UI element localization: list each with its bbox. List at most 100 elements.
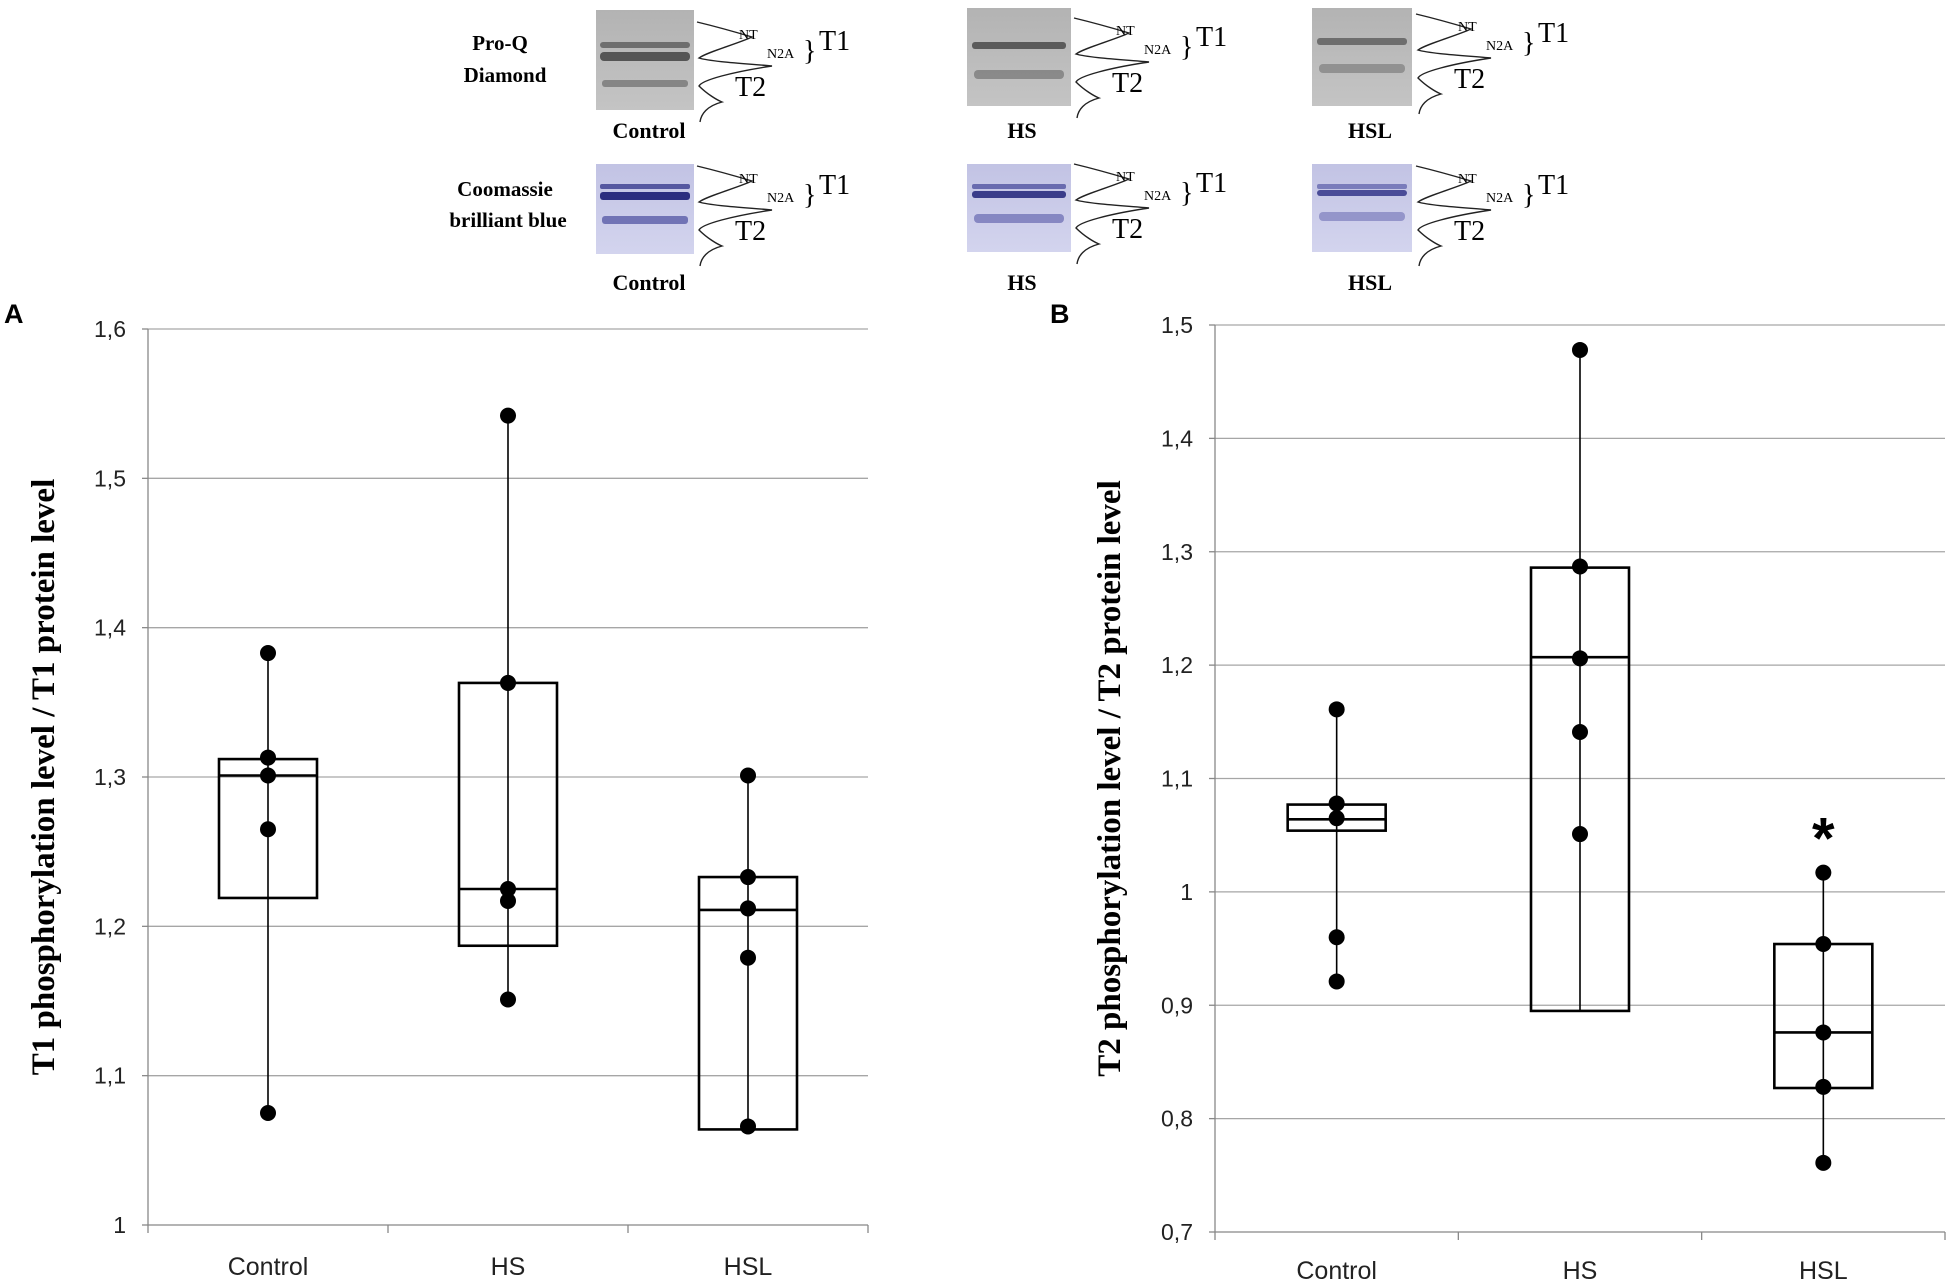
lane-label-hsl: HSL [1348, 118, 1392, 143]
y-tick-label: 1 [1180, 879, 1193, 905]
trace-line [1073, 17, 1150, 119]
y-tick-label: 0,8 [1161, 1106, 1193, 1132]
box-hs [1529, 349, 1631, 1013]
y-tick-label: 1,1 [94, 1063, 126, 1089]
data-point [500, 407, 516, 424]
y-tick-label: 1,5 [94, 465, 126, 491]
n2a-label: N2A [767, 191, 795, 206]
data-point [260, 645, 276, 662]
gel-lane-hsl-coomassie [1312, 164, 1412, 252]
data-point [260, 749, 276, 766]
t1-label: T1 [819, 26, 850, 57]
trace-annotation: NT N2A} T1 T2 [1073, 17, 1227, 119]
n2a-label: N2A [1144, 189, 1172, 204]
y-tick-label: 1,1 [1161, 766, 1193, 792]
t2-label: T2 [735, 72, 766, 103]
y-tick-label: 1,6 [94, 316, 126, 342]
data-point [740, 869, 756, 886]
gel-lane-control-proq [596, 10, 694, 110]
t2-label: T2 [1112, 68, 1143, 99]
data-point [740, 900, 756, 917]
data-point [1815, 1078, 1832, 1095]
brace: } [1180, 32, 1193, 63]
n2a-label: N2A [1486, 191, 1514, 206]
trace-annotation: NT N2A} T1 T2 [1415, 13, 1569, 115]
significance-marker: * [1812, 807, 1835, 872]
box-hsl [1773, 872, 1874, 1163]
t2-label: T2 [1454, 64, 1485, 95]
trace-line [696, 165, 773, 267]
x-category-label: HS [1563, 1257, 1598, 1285]
data-point [1572, 724, 1588, 741]
y-tick-label: 0,7 [1161, 1219, 1193, 1245]
y-tick-label: 1,5 [1161, 312, 1193, 338]
brace: } [1180, 178, 1193, 209]
n2a-label: N2A [1144, 43, 1172, 58]
data-point [740, 767, 756, 784]
data-point [1572, 650, 1588, 667]
chart-panel-b: 0,7 0,8 0,9 1 1,1 1,2 1,3 1,4 1,5 Control HS HSL T2 … [1092, 312, 1946, 1285]
row-label-line2: Diamond [464, 63, 547, 87]
data-point [1328, 810, 1345, 827]
y-tick-label: 1,4 [94, 615, 126, 641]
data-point [1815, 864, 1832, 881]
row-label-line2: brilliant blue [449, 208, 566, 232]
data-point [1572, 341, 1588, 358]
data-point [1328, 795, 1345, 812]
data-point [500, 881, 516, 897]
panel-label-b: B [1050, 299, 1070, 329]
y-tick-label: 1 [113, 1212, 126, 1238]
row-label-line1: Pro-Q [472, 31, 528, 55]
y-tick-label: 1,2 [94, 913, 126, 939]
brace: } [1522, 180, 1535, 211]
data-point [500, 991, 516, 1008]
data-point [1572, 826, 1588, 843]
data-point [500, 674, 516, 691]
gel-lane-control-coomassie [596, 164, 694, 254]
t1-label: T1 [1196, 22, 1227, 53]
t2-label: T2 [1112, 214, 1143, 245]
data-point [1328, 973, 1345, 990]
data-point [1328, 701, 1345, 718]
data-point [740, 1118, 756, 1135]
y-axis-title: T1 phosphorylation level / T1 protein le… [26, 479, 62, 1076]
brace: } [1522, 28, 1535, 59]
data-point [740, 949, 756, 966]
y-tick-label: 1,3 [94, 764, 126, 790]
nt-label: NT [739, 172, 758, 187]
data-point [1815, 1154, 1832, 1171]
y-axis-title: T2 phosphorylation level / T2 protein le… [1092, 480, 1128, 1077]
t1-label: T1 [1196, 168, 1227, 199]
nt-label: NT [1116, 24, 1135, 39]
x-category-label: HSL [1799, 1257, 1848, 1285]
trace-line [1073, 163, 1150, 265]
gel-lane-hs-proq [967, 8, 1071, 106]
t1-label: T1 [1538, 170, 1569, 201]
trace-annotation: NT N2A} T1 T2 [696, 21, 850, 123]
lane-label-hs: HS [1007, 118, 1036, 143]
data-point [1328, 929, 1345, 946]
brace: } [803, 36, 816, 67]
brace: } [803, 180, 816, 211]
lane-label-control: Control [613, 270, 686, 295]
trace-annotation: NT N2A} T1 T2 [1073, 163, 1227, 265]
row-label-line1: Coomassie [457, 177, 553, 201]
x-category-label: HS [491, 1253, 526, 1281]
y-tick-label: 0,9 [1161, 992, 1193, 1018]
nt-label: NT [1458, 20, 1477, 35]
trace-annotation: NT N2A} T1 T2 [1415, 165, 1569, 267]
data-point [260, 821, 276, 838]
y-tick-label: 1,2 [1161, 652, 1193, 678]
box-control [217, 653, 319, 1113]
data-point [260, 767, 276, 784]
lane-label-control: Control [613, 118, 686, 143]
lane-label-hsl: HSL [1348, 270, 1392, 295]
n2a-label: N2A [1486, 39, 1514, 54]
nt-label: NT [1116, 170, 1135, 185]
x-category-label: Control [228, 1253, 309, 1281]
panel-label-a: A [4, 299, 24, 329]
gel-lane-hsl-proq [1312, 8, 1412, 106]
t2-label: T2 [735, 216, 766, 247]
